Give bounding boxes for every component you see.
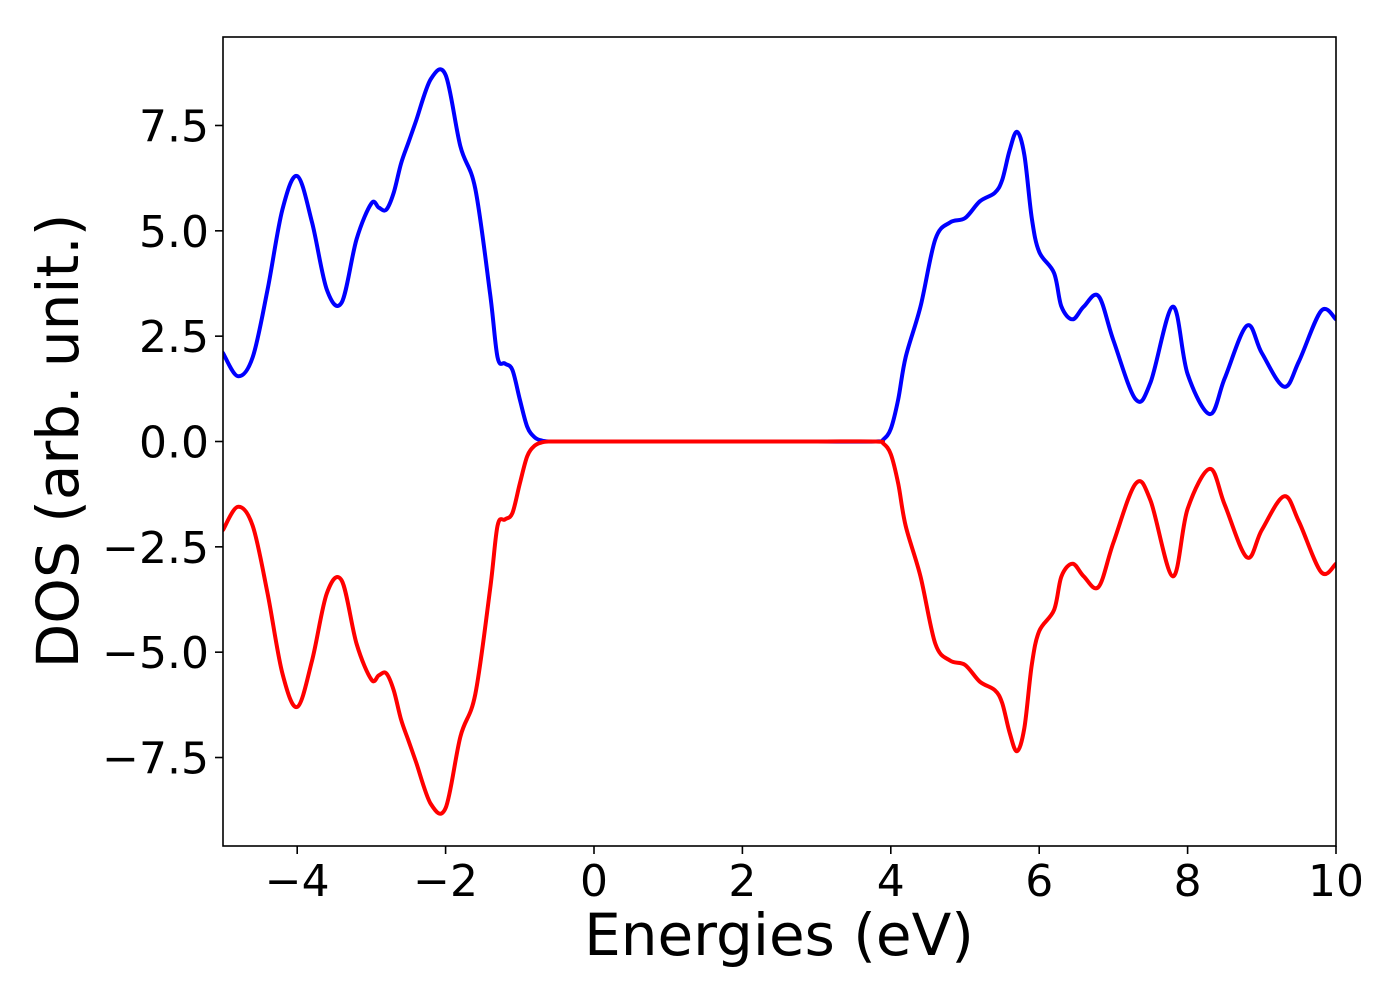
x-tick-label: −4: [265, 856, 330, 907]
x-tick-label: 2: [728, 856, 756, 907]
y-tick-label: −2.5: [102, 523, 209, 574]
y-tick-label: −7.5: [102, 734, 209, 785]
series-line-1: [223, 439, 1336, 816]
x-tick-label: 6: [1025, 856, 1053, 907]
y-tick-label: 5.0: [139, 207, 209, 258]
x-axis-label: Energies (eV): [584, 901, 974, 969]
x-tick-label: 0: [580, 856, 608, 907]
x-tick-label: −2: [413, 856, 478, 907]
x-tick-label: 10: [1308, 856, 1364, 907]
y-tick-label: 7.5: [139, 101, 209, 152]
tick-layer: −4 −2 0 2 4 6 8 10 7.5 5.0 2.5 0.0 −2.5 −5.0 −7.5: [102, 101, 1364, 907]
y-axis-label: DOS (arb. unit.): [24, 214, 92, 669]
x-tick-label: 8: [1174, 856, 1202, 907]
plot-frame: [222, 36, 1337, 847]
y-tick-label: 0.0: [139, 418, 209, 469]
y-tick-label: −5.0: [102, 628, 209, 679]
x-tick-label: 4: [877, 856, 905, 907]
y-tick-label: 2.5: [139, 312, 209, 363]
series-layer: [223, 67, 1336, 816]
